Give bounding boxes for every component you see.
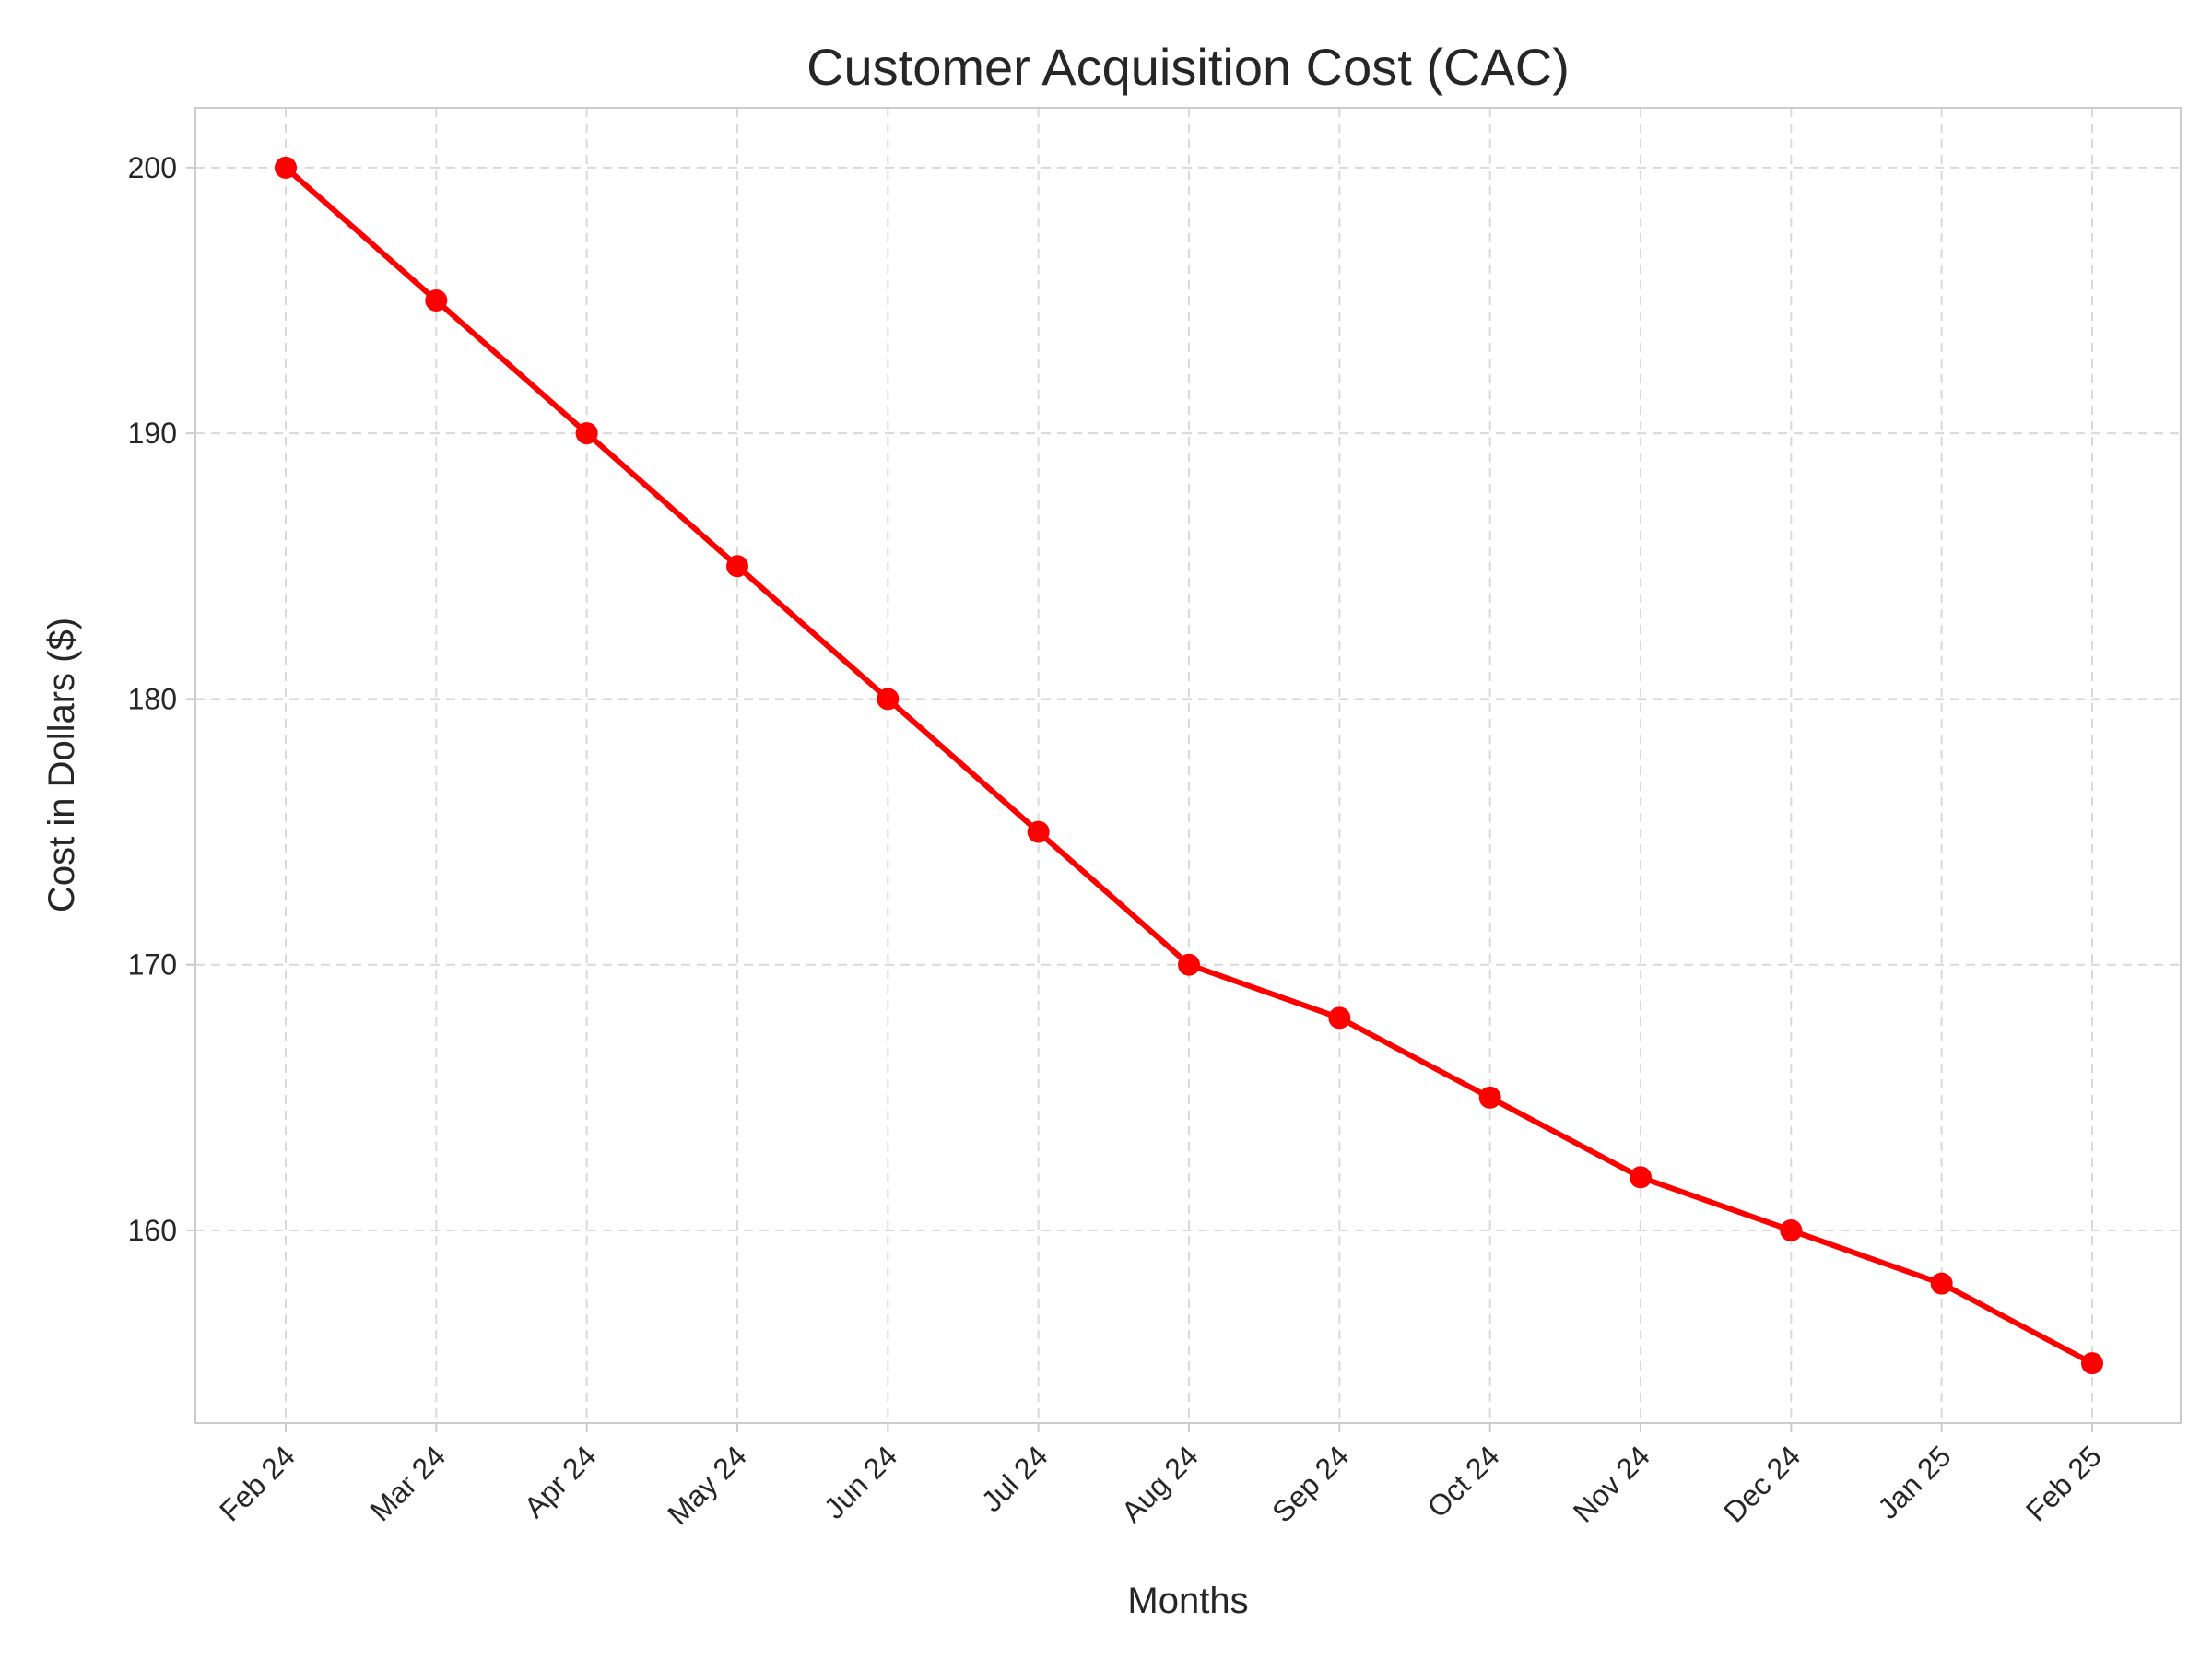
y-axis-ticks: 160 170 180 190 200	[128, 151, 195, 1247]
data-point	[2081, 1352, 2103, 1375]
data-point	[877, 688, 900, 711]
grid	[195, 108, 2181, 1423]
y-tick-label: 200	[128, 151, 177, 184]
data-point	[1930, 1272, 1953, 1295]
y-tick-label: 180	[128, 682, 177, 715]
y-tick-label: 170	[128, 948, 177, 982]
data-point	[726, 555, 748, 578]
data-point	[1630, 1166, 1652, 1189]
data-point	[1780, 1218, 1803, 1241]
y-tick-label: 190	[128, 417, 177, 450]
data-point	[1478, 1086, 1501, 1109]
data-point	[275, 156, 297, 179]
chart-title: Customer Acquisition Cost (CAC)	[806, 38, 1570, 96]
x-axis-label: Months	[1127, 1581, 1248, 1621]
data-point	[1027, 820, 1050, 843]
data-point	[425, 289, 448, 312]
data-point	[575, 422, 598, 445]
y-tick-label: 160	[128, 1214, 177, 1247]
series-markers	[275, 156, 2103, 1375]
y-axis-label: Cost in Dollars ($)	[41, 618, 82, 912]
data-point	[1178, 953, 1200, 976]
data-point	[1328, 1006, 1351, 1030]
